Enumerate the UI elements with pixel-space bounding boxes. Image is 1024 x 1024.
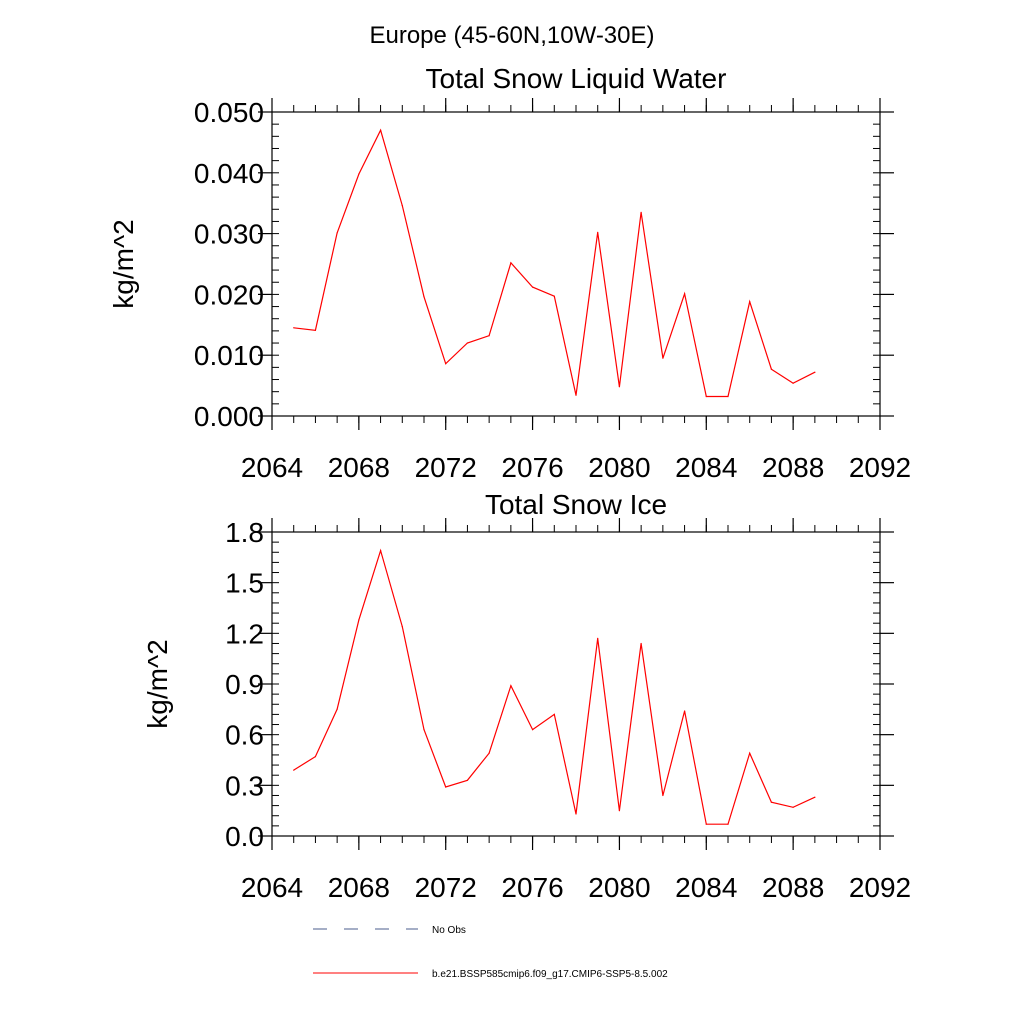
plot-frame [271,531,881,837]
y-tick-label: 1.2 [225,618,264,649]
y-tick-label: 0.050 [194,97,264,128]
x-tick-label: 2092 [849,872,911,903]
data-point [358,173,360,175]
data-point [814,796,816,798]
panel-title: Total Snow Ice [485,489,667,520]
data-point [293,327,295,329]
data-point [597,231,599,233]
data-point [662,794,664,797]
x-tick-label: 2072 [415,872,477,903]
data-point [749,752,751,754]
data-point [314,756,316,758]
data-point [423,296,425,298]
data-point [488,752,490,754]
x-tick-label: 2088 [762,452,824,483]
series-line [293,128,816,398]
y-axis-label: kg/m^2 [142,639,173,728]
x-tick-label: 2064 [241,872,303,903]
legend-label: No Obs [432,925,466,936]
data-point [488,335,490,337]
y-tick-label: 0.040 [194,158,264,189]
data-point [401,626,403,628]
data-point [705,823,707,825]
data-point [466,342,468,344]
data-point [510,262,512,264]
data-point [640,642,642,645]
data-point [553,713,555,716]
x-tick-label: 2080 [588,452,650,483]
series-line [293,548,816,825]
y-tick-label: 0.020 [194,279,264,310]
data-point [792,806,794,808]
data-point [336,708,338,710]
x-tick-label: 2092 [849,452,911,483]
x-tick-label: 2064 [241,452,303,483]
data-point [770,368,773,370]
legend: No Obs b.e21.BSSP585cmip6.f09_g17.CMIP6-S… [313,925,668,980]
data-point [705,395,707,398]
data-point [597,637,599,640]
x-tick-label: 2072 [415,452,477,483]
data-point [445,363,447,365]
panel-snow-liquid-water: Total Snow Liquid Water kg/m^2 0.000 0.01… [108,63,911,483]
data-point [445,786,447,788]
x-tick-label: 2084 [675,452,737,483]
x-tick-label: 2076 [501,872,563,903]
x-tick-label: 2080 [588,872,650,903]
plot-frame [271,111,881,417]
y-tick-label: 0.3 [225,770,264,801]
y-axis-label: kg/m^2 [108,219,139,308]
y-tick-label: 1.8 [225,517,264,548]
data-point [640,211,642,213]
data-point [727,395,729,398]
y-tick-label: 0.0 [225,821,264,852]
data-point [358,619,360,621]
y-tick-label: 0.6 [225,720,264,751]
data-point [466,779,468,781]
data-point [380,129,382,131]
data-point [575,813,577,815]
data-point [314,329,316,331]
panel-snow-ice: Total Snow Ice kg/m^2 0.0 0.3 0.6 0.9 1.2 1.5… [142,489,911,903]
data-point [618,810,621,812]
panel-title: Total Snow Liquid Water [426,63,727,94]
data-point [401,205,403,207]
data-point [423,729,425,731]
data-point [510,685,512,687]
data-point [532,286,534,288]
data-point [727,823,729,825]
x-tick-label: 2088 [762,872,824,903]
x-tick-label: 2084 [675,872,737,903]
data-point [618,386,621,388]
figure-title: Europe (45-60N,10W-30E) [369,22,654,49]
data-point [814,371,816,373]
data-point [553,295,555,297]
y-tick-label: 0.010 [194,340,264,371]
x-tick-label: 2068 [328,872,390,903]
legend-label: b.e21.BSSP585cmip6.f09_g17.CMIP6-SSP5-8.… [432,969,668,980]
data-point [770,801,773,803]
data-point [532,729,534,731]
data-point [293,769,295,771]
data-point [749,301,751,303]
data-point [336,232,338,234]
data-point [684,293,686,295]
data-point [684,710,686,712]
data-point [380,550,382,552]
x-tick-label: 2068 [328,452,390,483]
x-tick-label: 2076 [501,452,563,483]
data-point [662,357,664,359]
y-tick-label: 1.5 [225,568,264,599]
y-tick-label: 0.000 [194,401,264,432]
data-point [575,394,577,396]
y-tick-label: 0.9 [225,669,264,700]
y-tick-label: 0.030 [194,219,264,250]
data-point [792,382,794,384]
